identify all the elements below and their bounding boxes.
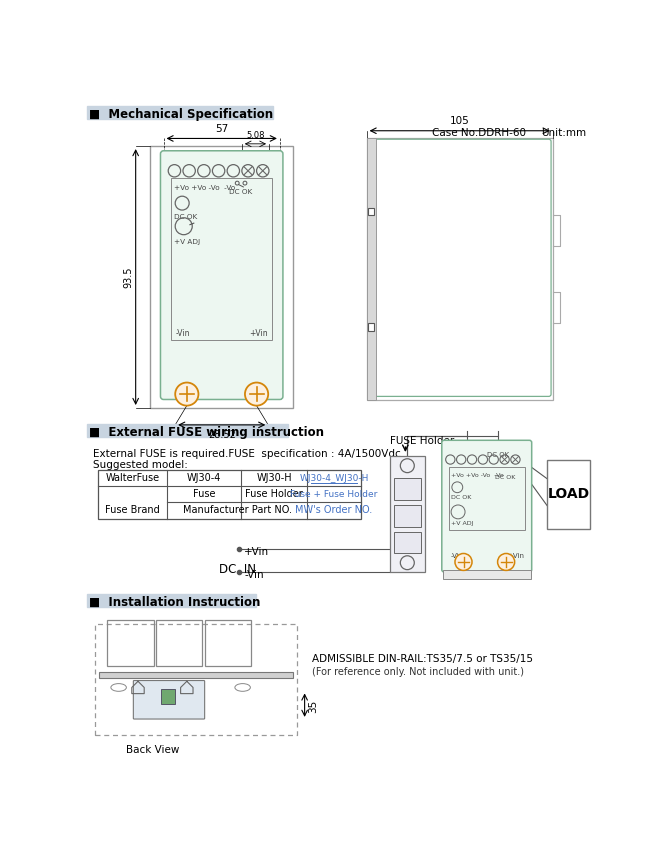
Bar <box>449 467 525 530</box>
Text: +Vin: +Vin <box>249 330 267 338</box>
FancyBboxPatch shape <box>133 681 204 719</box>
Text: +Vin: +Vin <box>508 553 525 559</box>
Text: ■  External FUSE wiring instruction: ■ External FUSE wiring instruction <box>89 426 324 439</box>
Text: -Vin: -Vin <box>175 330 190 338</box>
Text: +V ADJ: +V ADJ <box>174 239 200 245</box>
Text: Fuse: Fuse <box>193 490 216 499</box>
Text: WJ30-4_WJ30-H: WJ30-4_WJ30-H <box>299 473 368 483</box>
Text: Case No.DDRH-60: Case No.DDRH-60 <box>433 128 527 138</box>
Text: LOAD: LOAD <box>547 487 590 501</box>
Text: +V ADJ: +V ADJ <box>451 521 474 526</box>
Text: (For reference only. Not included with unit.): (For reference only. Not included with u… <box>312 668 525 677</box>
Bar <box>87 424 288 437</box>
Text: +Vo +Vo -Vo  -Vo: +Vo +Vo -Vo -Vo <box>451 472 504 477</box>
Text: 105: 105 <box>450 116 470 126</box>
Text: FUSE Holder: FUSE Holder <box>390 437 454 446</box>
Bar <box>366 138 376 400</box>
Text: 57: 57 <box>215 124 228 134</box>
Text: DC OK: DC OK <box>495 475 516 480</box>
Text: +Vo +Vo -Vo  -Vo: +Vo +Vo -Vo -Vo <box>174 184 236 190</box>
Bar <box>87 106 273 119</box>
Bar <box>95 624 297 735</box>
Bar <box>443 570 531 579</box>
Text: WalterFuse: WalterFuse <box>105 473 159 483</box>
Text: DC OK: DC OK <box>451 495 472 500</box>
Text: 35: 35 <box>308 699 318 713</box>
Bar <box>172 178 272 340</box>
Bar <box>390 457 425 572</box>
Text: ADMISSIBLE DIN-RAIL:TS35/7.5 or TS35/15: ADMISSIBLE DIN-RAIL:TS35/7.5 or TS35/15 <box>312 654 533 664</box>
FancyBboxPatch shape <box>442 440 532 572</box>
Text: DC  IN: DC IN <box>219 563 257 576</box>
Text: 5.08: 5.08 <box>246 131 265 140</box>
Text: WJ30-H: WJ30-H <box>256 473 292 483</box>
Bar <box>161 689 175 704</box>
Bar <box>394 478 421 500</box>
FancyBboxPatch shape <box>161 151 283 400</box>
Circle shape <box>455 554 472 570</box>
Text: DC OK: DC OK <box>486 452 509 458</box>
Text: DC OK: DC OK <box>174 214 198 220</box>
Bar <box>366 138 553 400</box>
Circle shape <box>245 382 268 406</box>
Text: Suggested model:: Suggested model: <box>93 460 188 471</box>
Text: 28.52: 28.52 <box>208 430 236 439</box>
Text: ■  Mechanical Specification: ■ Mechanical Specification <box>89 107 273 120</box>
Bar <box>204 619 251 666</box>
Bar <box>149 146 293 408</box>
Bar <box>87 593 256 606</box>
Bar <box>107 619 153 666</box>
Text: -Vin: -Vin <box>451 553 464 559</box>
Text: Manufacturer Part NO.: Manufacturer Part NO. <box>183 505 291 516</box>
Text: Fuse Holder: Fuse Holder <box>245 490 303 499</box>
Bar <box>394 505 421 527</box>
Text: Back View: Back View <box>127 746 180 755</box>
Text: -Vin: -Vin <box>244 570 264 580</box>
Text: Unit:mm: Unit:mm <box>541 128 586 138</box>
Text: DC OK: DC OK <box>228 189 252 195</box>
Text: MW's Order NO.: MW's Order NO. <box>295 505 373 516</box>
Bar <box>369 324 375 331</box>
Text: 93.5: 93.5 <box>123 266 133 288</box>
Bar <box>99 672 293 678</box>
Text: WJ30-4: WJ30-4 <box>187 473 222 483</box>
Bar <box>98 470 361 519</box>
Text: Fuse + Fuse Holder: Fuse + Fuse Holder <box>290 490 378 499</box>
Text: External FUSE is required.FUSE  specification : 4A/1500Vdc.: External FUSE is required.FUSE specifica… <box>93 449 404 458</box>
Bar <box>369 208 375 215</box>
Bar <box>394 532 421 554</box>
Bar <box>547 459 590 529</box>
Text: Fuse Brand: Fuse Brand <box>105 505 160 516</box>
Circle shape <box>175 382 198 406</box>
Circle shape <box>498 554 515 570</box>
Bar <box>156 619 202 666</box>
Text: ■  Installation Instruction: ■ Installation Instruction <box>89 596 261 609</box>
Text: +Vin: +Vin <box>244 548 269 557</box>
